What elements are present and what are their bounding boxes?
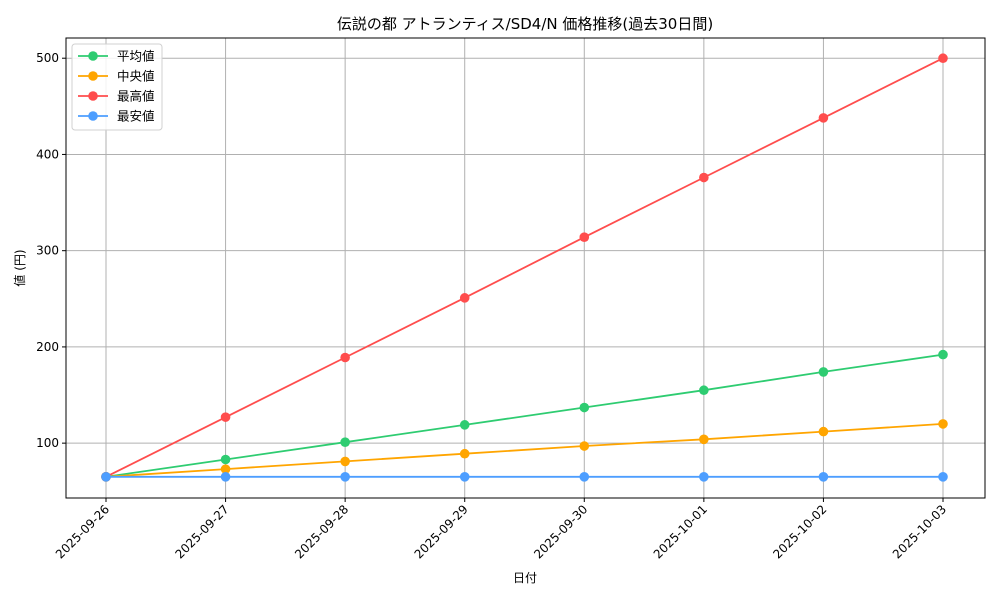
data-series	[101, 53, 948, 482]
y-tick-label: 200	[36, 340, 59, 354]
y-tick-label: 300	[36, 244, 59, 258]
data-point-marker	[459, 293, 470, 303]
legend-item: 中央値	[78, 69, 155, 84]
data-point-marker	[818, 113, 829, 123]
data-point-marker	[818, 472, 829, 482]
data-point-marker	[220, 464, 231, 474]
data-point-marker	[579, 232, 590, 243]
legend-item: 最安値	[78, 109, 155, 124]
data-point-marker	[340, 352, 350, 363]
data-point-marker	[579, 402, 590, 413]
legend-marker-icon	[88, 71, 98, 81]
data-point-marker	[579, 441, 590, 451]
data-point-marker	[459, 472, 470, 482]
series-line	[105, 353, 944, 478]
legend-item: 平均値	[78, 49, 155, 64]
data-point-marker	[818, 367, 829, 377]
data-point-marker	[699, 434, 709, 445]
y-tick-label: 500	[36, 51, 59, 65]
legend-label: 平均値	[117, 49, 155, 64]
data-point-marker	[459, 448, 470, 459]
data-point-marker	[938, 472, 948, 482]
legend-label: 中央値	[117, 69, 155, 84]
data-point-marker	[699, 172, 709, 183]
series-line	[105, 57, 944, 478]
data-point-marker	[818, 426, 829, 437]
data-point-marker	[938, 419, 948, 429]
data-point-marker	[699, 385, 709, 396]
chart-title: 伝説の都 アトランティス/SD4/N 価格推移(過去30日間)	[337, 15, 713, 33]
data-point-marker	[220, 472, 231, 482]
plot-frame	[65, 37, 986, 499]
data-point-marker	[340, 437, 350, 447]
data-point-marker	[579, 472, 590, 482]
legend-marker-icon	[88, 51, 98, 61]
data-point-marker	[938, 53, 948, 64]
data-point-marker	[220, 454, 231, 465]
series-1	[101, 419, 948, 482]
x-axis-label: 日付	[513, 571, 537, 585]
series-3	[101, 472, 948, 482]
y-tick-label: 400	[36, 147, 59, 161]
data-point-marker	[220, 412, 231, 422]
series-line	[105, 423, 944, 478]
data-point-marker	[340, 472, 350, 482]
data-point-marker	[101, 472, 111, 482]
data-point-marker	[459, 420, 470, 430]
data-point-marker	[938, 349, 948, 360]
legend-label: 最安値	[117, 109, 155, 124]
legend-box	[71, 43, 163, 131]
legend-item: 最高値	[78, 89, 155, 104]
data-point-marker	[699, 472, 709, 482]
legend-marker-icon	[88, 91, 98, 101]
y-axis-ticks: 100 200 300 400 500	[36, 51, 66, 450]
legend-label: 最高値	[117, 89, 155, 104]
grid-lines	[66, 38, 985, 498]
data-point-marker	[340, 456, 350, 467]
y-tick-label: 100	[36, 436, 59, 450]
legend-marker-icon	[88, 111, 98, 121]
y-axis-label: 値 (円)	[12, 249, 27, 286]
